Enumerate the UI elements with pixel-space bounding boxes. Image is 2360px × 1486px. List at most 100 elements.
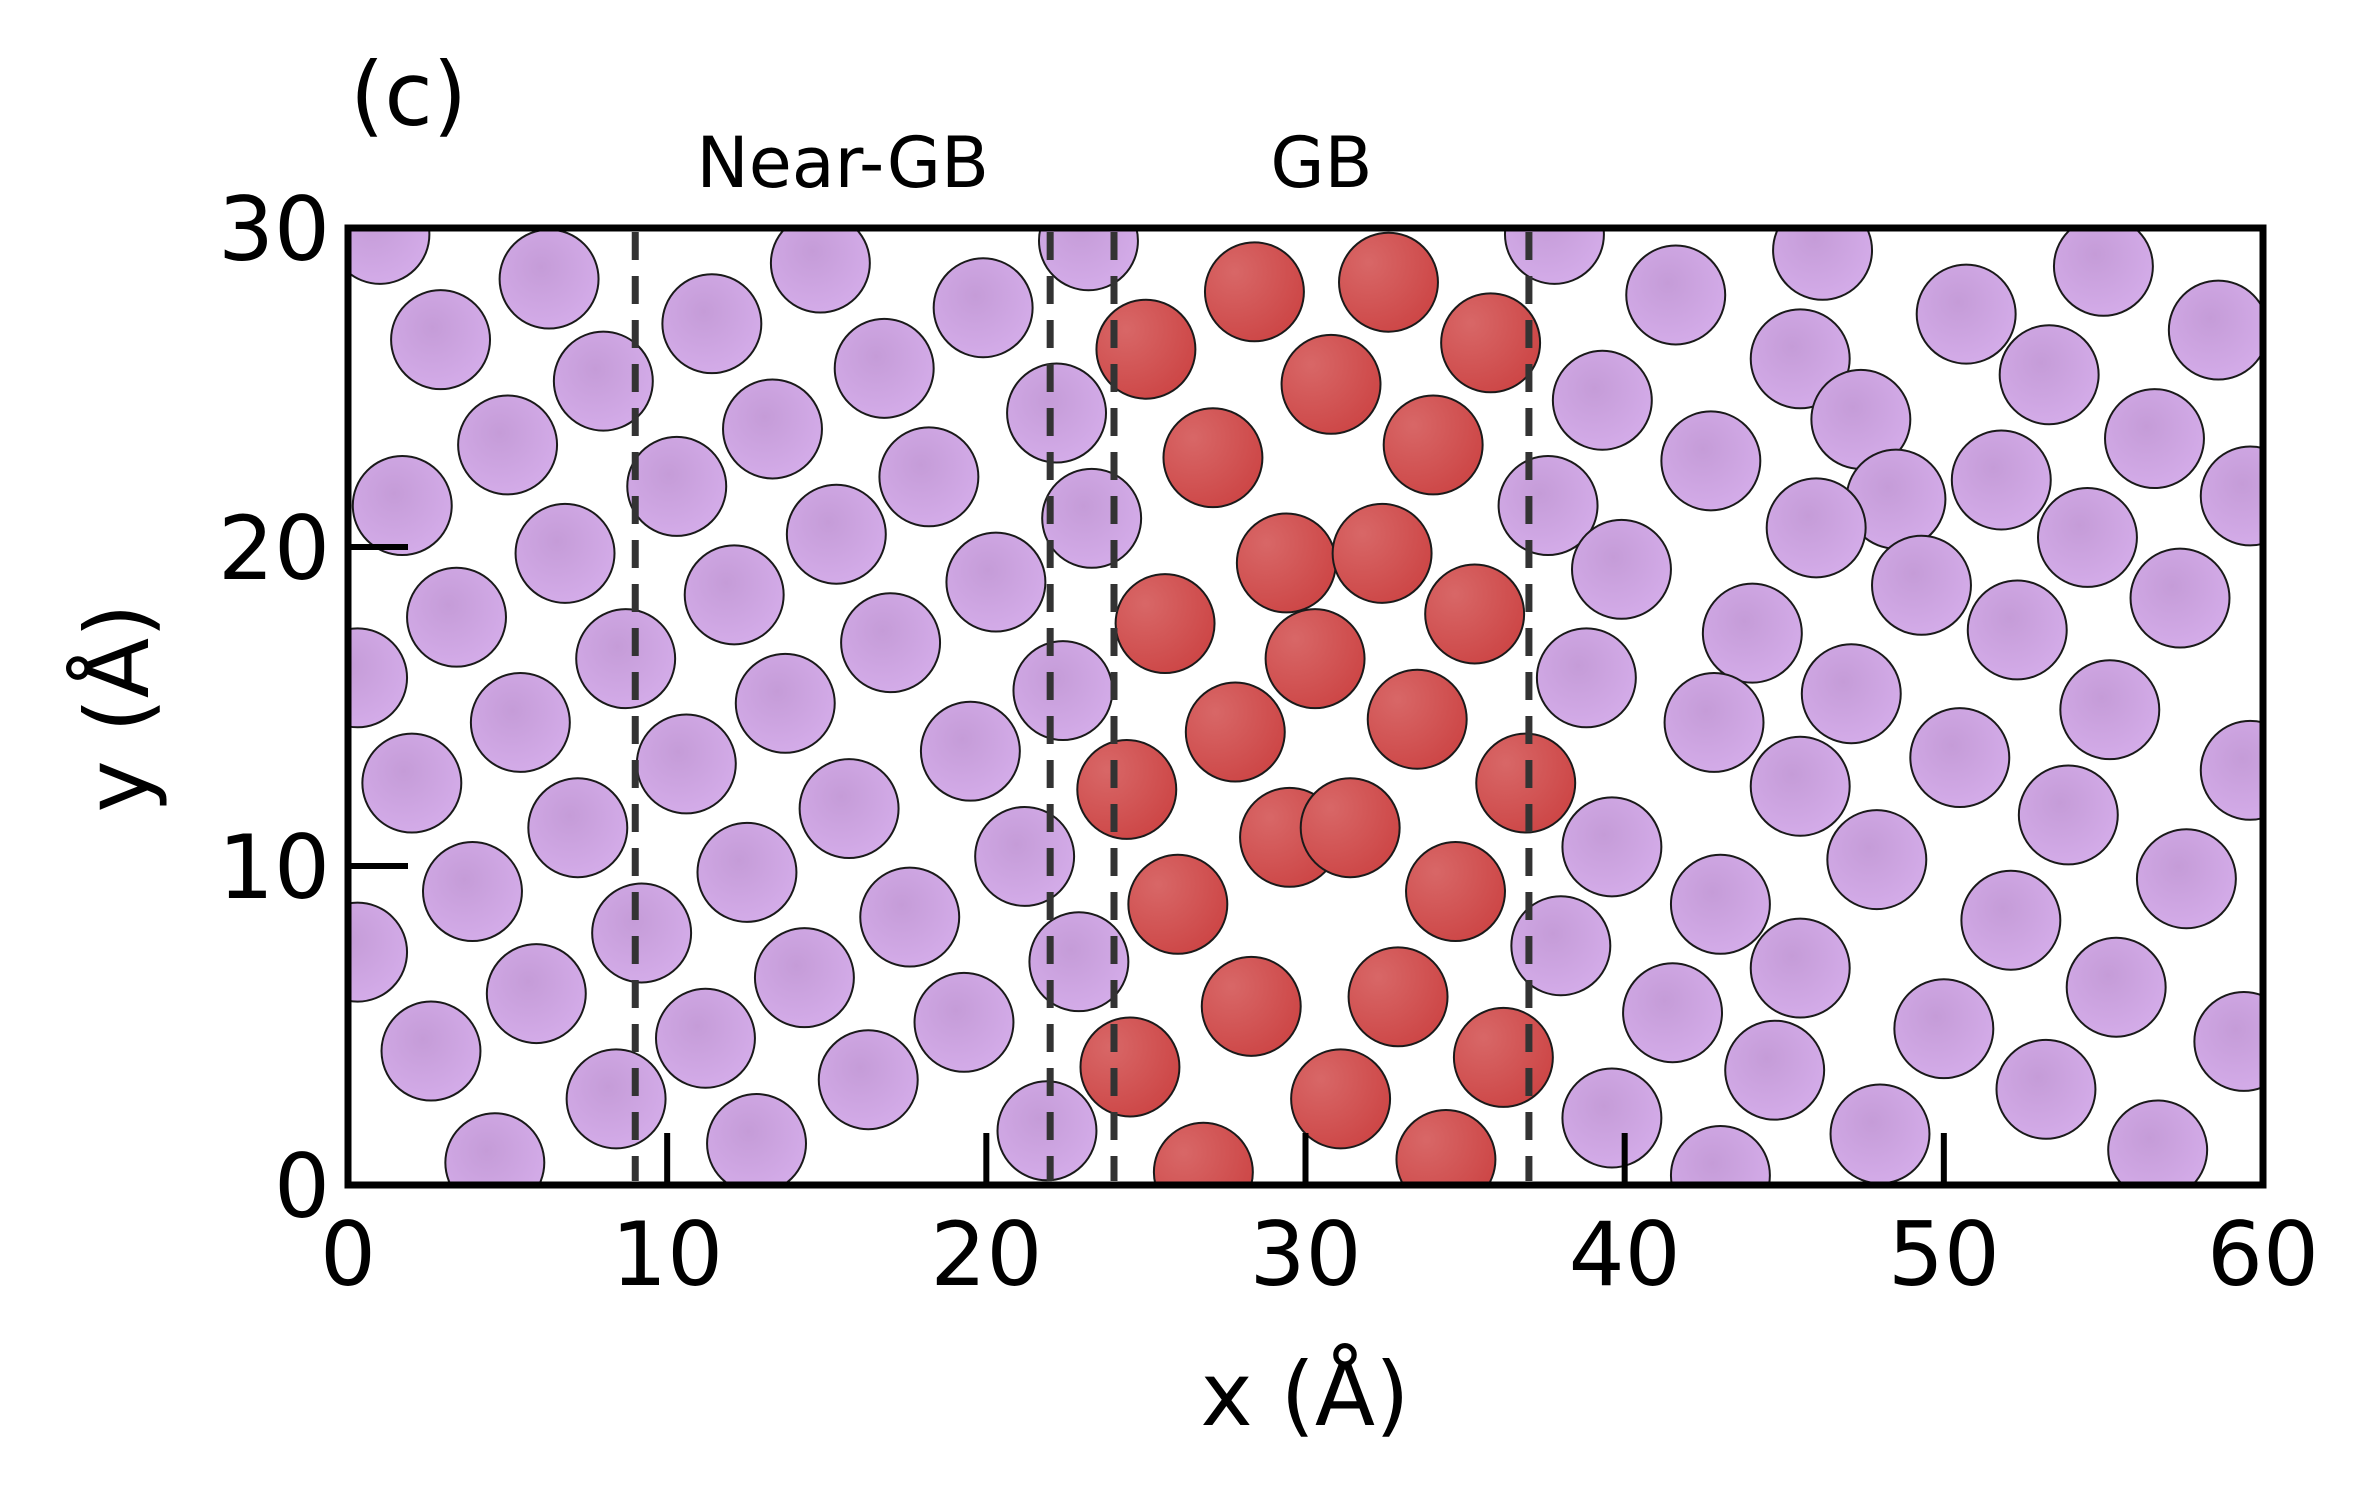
x-axis-label: x (Å)	[1201, 1343, 1410, 1446]
gb-atom-0	[1203, 241, 1305, 343]
bulk-atom-90	[654, 987, 756, 1089]
bulk-atom-87	[2193, 990, 2263, 1092]
bulk-atom-4	[1503, 228, 1605, 285]
bulk-atom-31	[351, 455, 453, 557]
bulk-atom-78	[2065, 936, 2167, 1038]
gb-atom-20	[1200, 955, 1302, 1057]
bulk-atom-85	[1995, 1038, 2097, 1140]
bulk-atom-11	[661, 273, 763, 375]
gb-atom-3	[1280, 333, 1382, 435]
gb-atom-19	[1405, 841, 1506, 942]
bulk-atom-39	[1765, 477, 1867, 579]
boundary-lines	[631, 232, 1533, 1181]
bulk-atom-64	[974, 805, 1076, 907]
bulk-atom-75	[1622, 962, 1724, 1064]
bulk-atom-95	[444, 1112, 546, 1185]
x-tick-label-0: 0	[320, 1203, 376, 1306]
bulk-atom-68	[1960, 869, 2062, 971]
bulk-atom-41	[2129, 547, 2231, 649]
bulk-atom-52	[348, 627, 409, 729]
bulk-atom-80	[485, 943, 587, 1045]
x-tick-label-6: 60	[2207, 1203, 2319, 1306]
bulk-atom-77	[1893, 978, 1995, 1080]
bulk-atom-10	[390, 289, 492, 391]
bulk-atom-66	[1669, 853, 1771, 955]
gb-atom-23	[1290, 1048, 1392, 1150]
gb-atom-6	[1382, 394, 1484, 496]
gb-atom-4	[1440, 292, 1542, 394]
x-tick-labels: 0 10 20 30 40 50 60	[320, 1203, 2319, 1306]
bulk-atom-65	[1561, 796, 1663, 898]
bulk-atom-26	[1660, 410, 1762, 512]
bulk-atom-19	[2104, 388, 2205, 490]
bulk-atom-15	[1551, 349, 1653, 451]
bulk-atom-46	[1535, 627, 1637, 729]
bulk-atom-86	[2107, 1099, 2209, 1185]
bulk-atom-36	[945, 531, 1047, 633]
bulk-atom-55	[734, 652, 836, 754]
bulk-atom-72	[859, 866, 961, 968]
y-axis-label: y (Å)	[66, 604, 169, 813]
gb-atom-21	[1347, 946, 1449, 1048]
bulk-atom-32	[514, 502, 616, 604]
bulk-atom-47	[1663, 671, 1765, 773]
bulk-atom-20	[457, 394, 559, 496]
bulk-atom-25	[1497, 455, 1599, 557]
bulk-atom-73	[1028, 911, 1130, 1013]
bulk-atom-44	[840, 592, 942, 694]
y-tick-label-1: 10	[218, 816, 330, 919]
bulk-atom-29	[2036, 486, 2138, 588]
bulk-atom-34	[683, 544, 785, 646]
bulk-atom-30	[2199, 445, 2263, 547]
bulk-atom-91	[817, 1029, 919, 1131]
bulk-atom-74	[1510, 895, 1612, 997]
gb-atom-22	[1079, 1016, 1181, 1118]
x-tick-label-1: 10	[611, 1203, 723, 1306]
x-tick-label-4: 40	[1569, 1203, 1681, 1306]
bulk-atom-18	[1998, 324, 2100, 426]
gb-atom-24	[1452, 1006, 1554, 1108]
axis-ticks	[348, 544, 1947, 1185]
y-tick-label-3: 30	[218, 178, 330, 281]
bulk-atom-51	[2199, 719, 2263, 821]
bulk-atom-33	[626, 435, 728, 537]
gb-atom-2	[1095, 298, 1197, 400]
y-tick-labels: 0 10 20 30	[218, 178, 330, 1238]
gb-atom-1	[1338, 231, 1439, 333]
y-tick-label-0: 0	[274, 1135, 330, 1238]
bulk-atom-24	[1041, 467, 1143, 569]
x-tick-label-2: 20	[930, 1203, 1042, 1306]
region-label-near-gb: Near-GB	[696, 122, 989, 204]
gb-atom-16	[1299, 777, 1401, 879]
gb-atom-10	[1264, 608, 1366, 710]
bulk-atom-2	[769, 228, 871, 314]
region-label-gb: GB	[1270, 122, 1372, 204]
bulk-atom-81	[753, 927, 855, 1029]
bulk-atom-28	[1950, 429, 2052, 531]
bulk-atom-13	[932, 257, 1034, 359]
bulk-atom-88	[380, 1000, 482, 1102]
bulk-atom-89	[565, 1048, 667, 1150]
bulk-atom-96	[706, 1093, 807, 1185]
gb-atom-18	[1127, 853, 1229, 955]
bulk-atom-9	[2167, 279, 2263, 381]
bulk-atom-60	[2135, 828, 2237, 930]
bulk-atom-63	[798, 758, 900, 860]
bulk-atom-22	[722, 378, 823, 480]
bulk-atom-37	[1571, 518, 1672, 620]
bulk-atom-0	[348, 228, 431, 285]
bulk-atom-84	[1829, 1083, 1931, 1185]
bulk-atom-42	[406, 566, 507, 668]
bulk-atom-71	[696, 821, 798, 923]
bulk-atom-82	[913, 971, 1015, 1073]
bulk-atom-59	[2017, 764, 2119, 866]
x-tick-label-5: 50	[1888, 1203, 2000, 1306]
bulk-atom-76	[1749, 917, 1851, 1019]
bulk-atom-49	[1966, 579, 2068, 681]
bulk-atom-35	[785, 483, 887, 585]
atoms-layer	[348, 228, 2263, 1185]
bulk-atom-7	[1915, 263, 2017, 365]
bulk-atom-56	[919, 700, 1021, 802]
bulk-atom-50	[2059, 659, 2161, 761]
